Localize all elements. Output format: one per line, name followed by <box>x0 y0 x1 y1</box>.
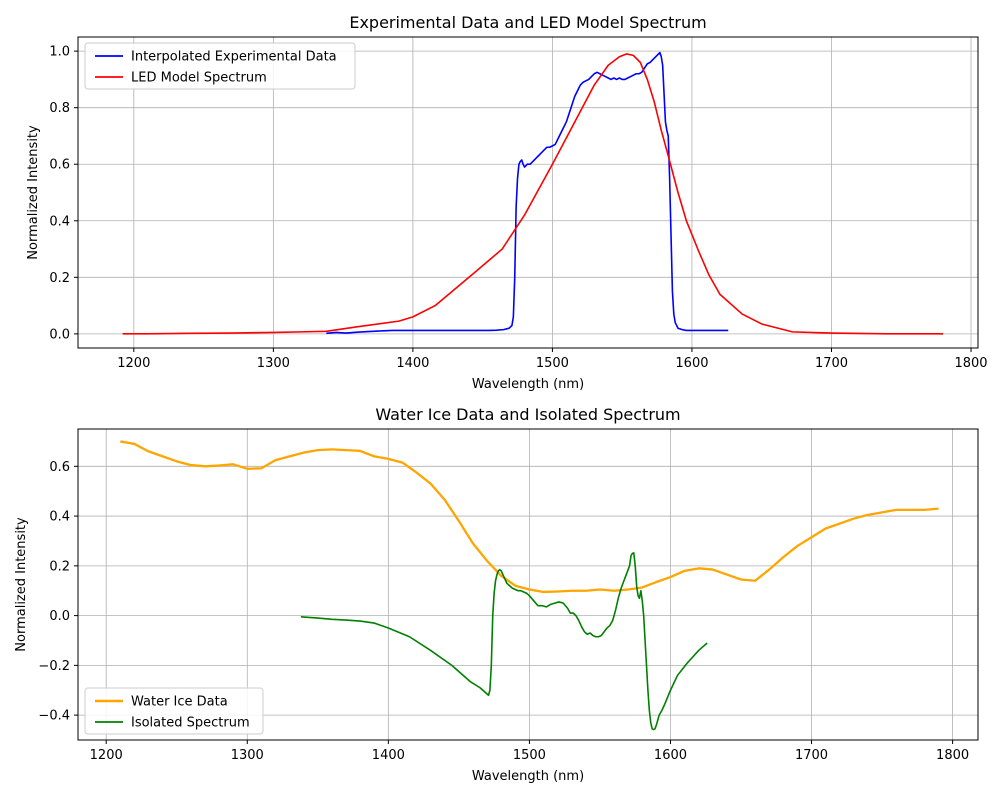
x-tick-label: 1400 <box>372 748 405 763</box>
y-tick-label: 0.6 <box>49 460 70 475</box>
legend: Water Ice Data Isolated Spectrum <box>84 687 264 735</box>
legend-label: LED Model Spectrum <box>131 71 267 86</box>
x-tick-label: 1600 <box>675 356 708 371</box>
y-tick-label: 0.2 <box>49 271 70 286</box>
series-line-isolated-spectrum <box>300 552 708 731</box>
legend-box <box>84 687 264 735</box>
y-tick-label: 0.2 <box>49 559 70 574</box>
series-line-led-model-spectrum <box>122 53 944 335</box>
y-tick-label: 0.4 <box>49 510 70 525</box>
plot-frame <box>77 36 979 349</box>
legend-label: Water Ice Data <box>131 695 228 710</box>
x-tick-label: 1800 <box>954 356 987 371</box>
legend: Interpolated Experimental Data LED Model … <box>84 42 356 90</box>
legend-box <box>84 42 356 90</box>
series-line-water-ice-data <box>120 440 939 594</box>
y-tick-label: 0.8 <box>49 101 70 116</box>
y-tick-label: 0.4 <box>49 214 70 229</box>
y-tick-label: 0.0 <box>49 609 70 624</box>
y-axis-label: Normalized Intensity <box>14 517 29 652</box>
y-tick-label: −0.2 <box>38 659 70 674</box>
chart-title: Water Ice Data and Isolated Spectrum <box>375 405 680 424</box>
series-line-interpolated-experimental-data <box>326 51 729 335</box>
x-tick-label: 1200 <box>117 356 150 371</box>
legend-label: Interpolated Experimental Data <box>131 50 337 65</box>
x-tick-label: 1800 <box>936 748 969 763</box>
chart-title: Experimental Data and LED Model Spectrum <box>349 13 706 32</box>
x-tick-label: 1700 <box>795 748 828 763</box>
top-chart: 1200 1300 1400 1500 1600 1700 1800 0.0 0.2 0.4 0.6… <box>26 13 988 392</box>
x-tick-label: 1300 <box>231 748 264 763</box>
x-tick-label: 1400 <box>396 356 429 371</box>
y-axis-label: Normalized Intensity <box>26 125 41 260</box>
x-axis-label: Wavelength (nm) <box>472 377 584 392</box>
y-tick-label: 1.0 <box>49 45 70 60</box>
y-tick-label: 0.6 <box>49 158 70 173</box>
x-tick-label: 1500 <box>536 356 569 371</box>
x-axis-label: Wavelength (nm) <box>472 769 584 784</box>
x-tick-label: 1200 <box>90 748 123 763</box>
y-tick-label: −0.4 <box>38 709 70 724</box>
x-tick-label: 1300 <box>257 356 290 371</box>
plot-frame <box>77 428 979 741</box>
bottom-chart: 1200 1300 1400 1500 1600 1700 1800 −0.4 −0.2 0.0 0… <box>14 405 979 784</box>
y-tick-label: 0.0 <box>49 327 70 342</box>
legend-label: Isolated Spectrum <box>131 716 250 731</box>
x-tick-label: 1600 <box>654 748 687 763</box>
x-tick-label: 1700 <box>815 356 848 371</box>
x-tick-label: 1500 <box>513 748 546 763</box>
